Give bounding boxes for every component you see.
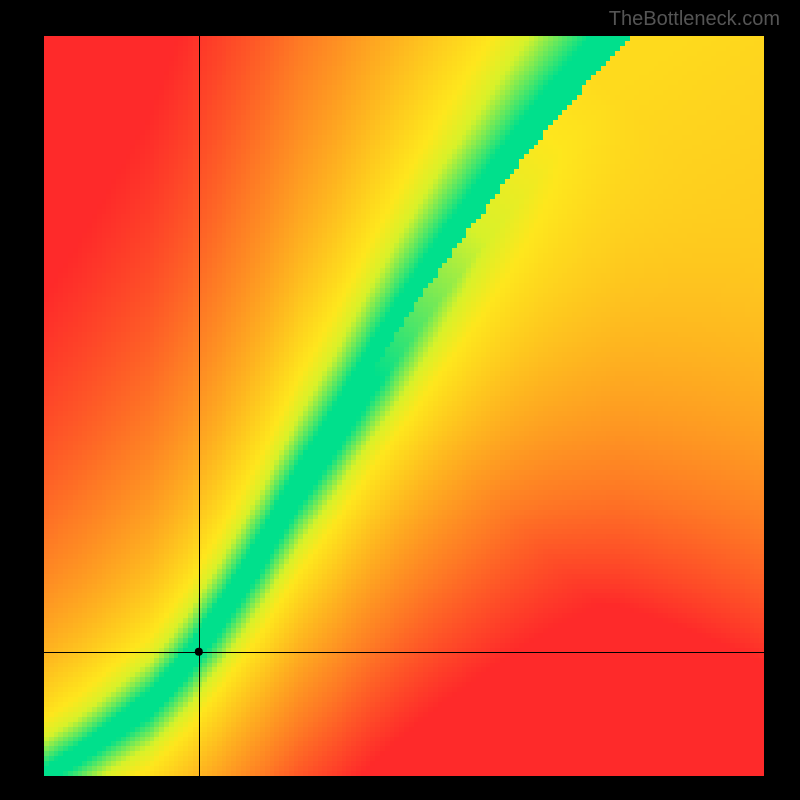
watermark-text: TheBottleneck.com (609, 8, 780, 31)
bottleneck-heatmap (0, 0, 800, 800)
